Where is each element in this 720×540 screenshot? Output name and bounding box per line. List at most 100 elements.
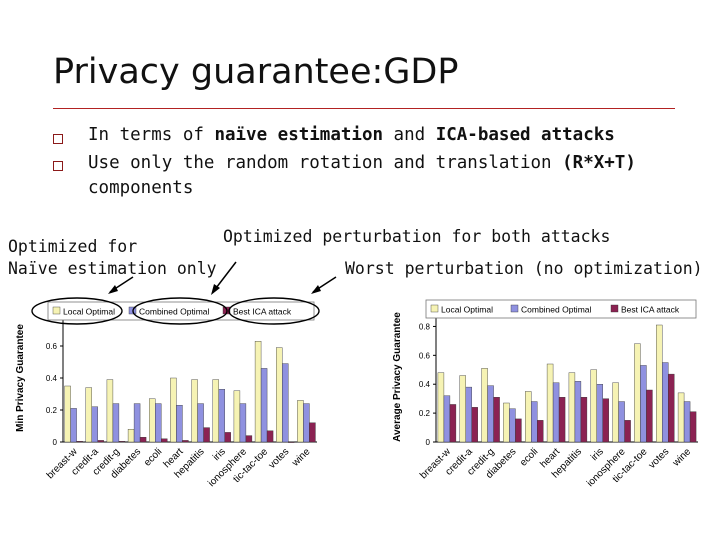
bar	[487, 385, 494, 443]
bar	[689, 411, 697, 443]
bar	[515, 418, 522, 443]
bar	[233, 390, 241, 443]
x-tick-label: iris	[211, 446, 228, 463]
arrow-right-head	[311, 285, 321, 294]
y-tick-label: 0.2	[419, 409, 431, 418]
bar	[683, 401, 691, 443]
bar	[656, 324, 663, 443]
bar	[218, 389, 225, 443]
bar	[525, 391, 532, 443]
bar	[106, 379, 114, 443]
bar	[612, 382, 619, 443]
bar	[85, 387, 92, 443]
y-tick-label: 0.4	[419, 380, 431, 389]
y-tick-label: 0.2	[46, 406, 58, 415]
annotation-left-line1: Optimized for	[8, 237, 138, 256]
bar	[618, 401, 625, 443]
arrow-middle-head	[211, 284, 220, 295]
y-axis-label: Average Privacy Guarantee	[392, 312, 403, 442]
bar	[568, 372, 576, 443]
bar	[91, 406, 98, 443]
x-tick-label: iris	[589, 446, 606, 463]
bar	[574, 381, 582, 443]
title-divider	[53, 108, 675, 109]
bar	[602, 398, 609, 443]
y-tick-label: 0	[53, 438, 58, 447]
x-tick-label: votes	[267, 446, 292, 471]
bar	[197, 403, 204, 443]
bar	[170, 377, 177, 443]
bar	[449, 404, 457, 443]
x-tick-label: votes	[647, 446, 672, 471]
bar	[297, 400, 304, 443]
bar	[546, 363, 554, 443]
bar	[596, 384, 603, 443]
bar	[531, 401, 538, 443]
bar	[176, 405, 183, 443]
legend-label: Local Optimal	[63, 307, 115, 317]
arrow-left-head	[108, 285, 118, 294]
y-tick-label: 0.4	[46, 374, 58, 383]
bar	[203, 427, 210, 443]
bar	[640, 365, 647, 443]
bullet-text-2: Use only the random rotation and transla…	[88, 151, 688, 201]
x-tick-label: wine	[670, 446, 693, 469]
bullet-1-pre: In terms of	[88, 125, 215, 145]
bar	[139, 437, 147, 443]
legend-highlight-oval	[31, 297, 123, 325]
bar	[133, 403, 141, 443]
bar	[260, 368, 268, 443]
bar	[239, 403, 247, 443]
y-tick-label: 0.8	[419, 322, 431, 331]
bar	[155, 403, 162, 443]
legend: Local Optimal Combined Optimal Best ICA at…	[425, 299, 697, 319]
legend-box	[47, 301, 315, 321]
bar	[182, 440, 189, 443]
legend-label: Combined Optimal	[139, 307, 210, 317]
bar	[509, 408, 516, 443]
legend-label: Best ICA attack	[233, 307, 292, 317]
bar	[465, 386, 472, 443]
legend-swatch	[430, 304, 439, 313]
bar	[558, 397, 566, 443]
bar	[634, 343, 641, 443]
bar	[161, 438, 168, 443]
chart-average-privacy: Average Privacy Guarantee00.20.40.60.8br…	[392, 299, 698, 489]
bar	[437, 372, 445, 443]
bar	[64, 385, 71, 443]
x-tick-label: ecoli	[518, 446, 540, 468]
bar	[112, 403, 120, 443]
annotation-right: Worst perturbation (no optimization)	[345, 259, 703, 278]
bar	[288, 441, 295, 443]
legend-label: Combined Optimal	[521, 305, 592, 315]
bar	[245, 435, 253, 443]
bar	[662, 362, 669, 443]
legend-highlight-oval	[228, 297, 320, 325]
legend-label: Best ICA attack	[621, 305, 680, 315]
bar	[493, 397, 500, 443]
x-tick-label: ecoli	[142, 446, 164, 468]
bullet-marker-2	[53, 161, 63, 171]
bar	[76, 441, 83, 443]
annotation-middle: Optimized perturbation for both attacks	[223, 227, 611, 246]
bar	[459, 375, 466, 443]
legend-label: Local Optimal	[441, 305, 493, 315]
bar	[590, 369, 597, 443]
annotation-left-line2: Naïve estimation only	[8, 259, 217, 278]
bullet-marker-1	[53, 134, 63, 144]
bullet-1-mid: and	[383, 125, 436, 145]
bar	[276, 347, 283, 443]
chart-min-privacy: Min Privacy Guarantee00.20.40.6breast-wc…	[15, 301, 317, 489]
bar	[580, 397, 588, 443]
y-axis-label: Min Privacy Guarantee	[15, 324, 26, 432]
bar	[303, 403, 310, 443]
bullet-1-bold-1: naïve estimation	[214, 125, 384, 145]
bar	[481, 368, 488, 443]
legend-box	[425, 299, 697, 319]
bar	[127, 429, 135, 443]
bullet-1-bold-2: ICA-based attacks	[435, 125, 615, 145]
bar	[254, 341, 262, 443]
bar	[443, 395, 451, 443]
bar	[503, 402, 510, 443]
